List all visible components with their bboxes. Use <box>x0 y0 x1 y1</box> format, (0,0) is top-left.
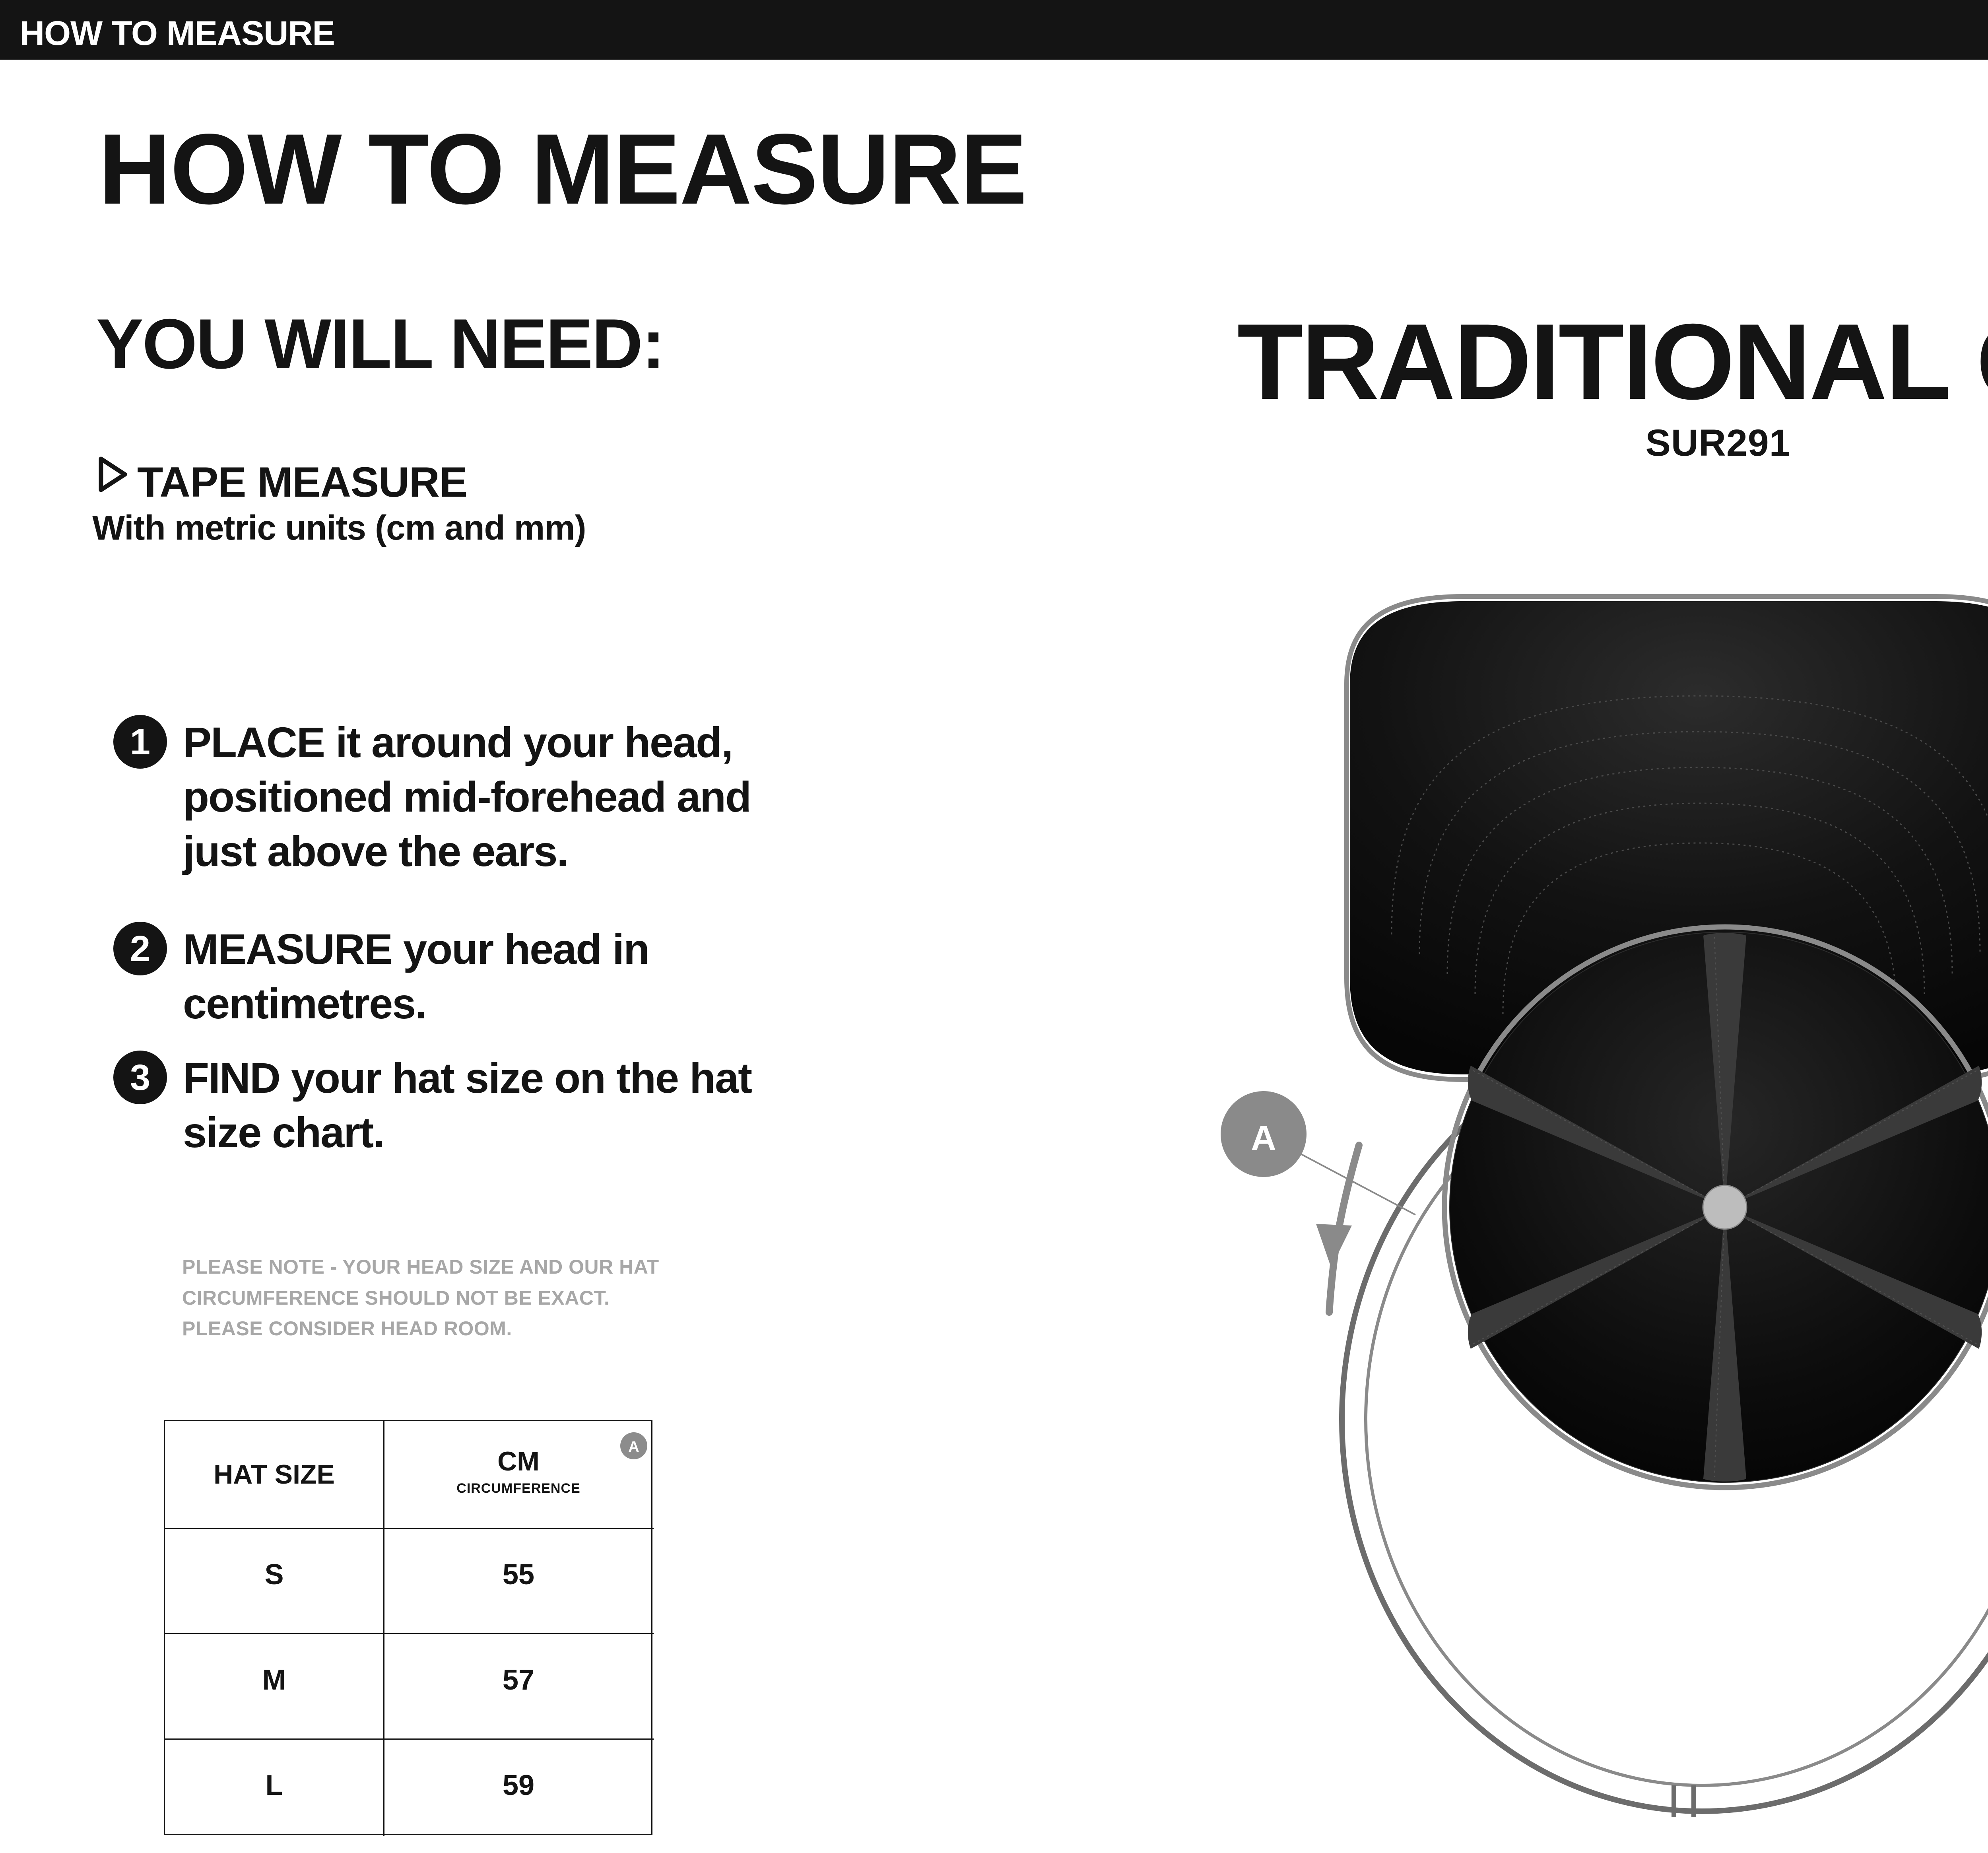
svg-text:A: A <box>1251 1118 1276 1158</box>
